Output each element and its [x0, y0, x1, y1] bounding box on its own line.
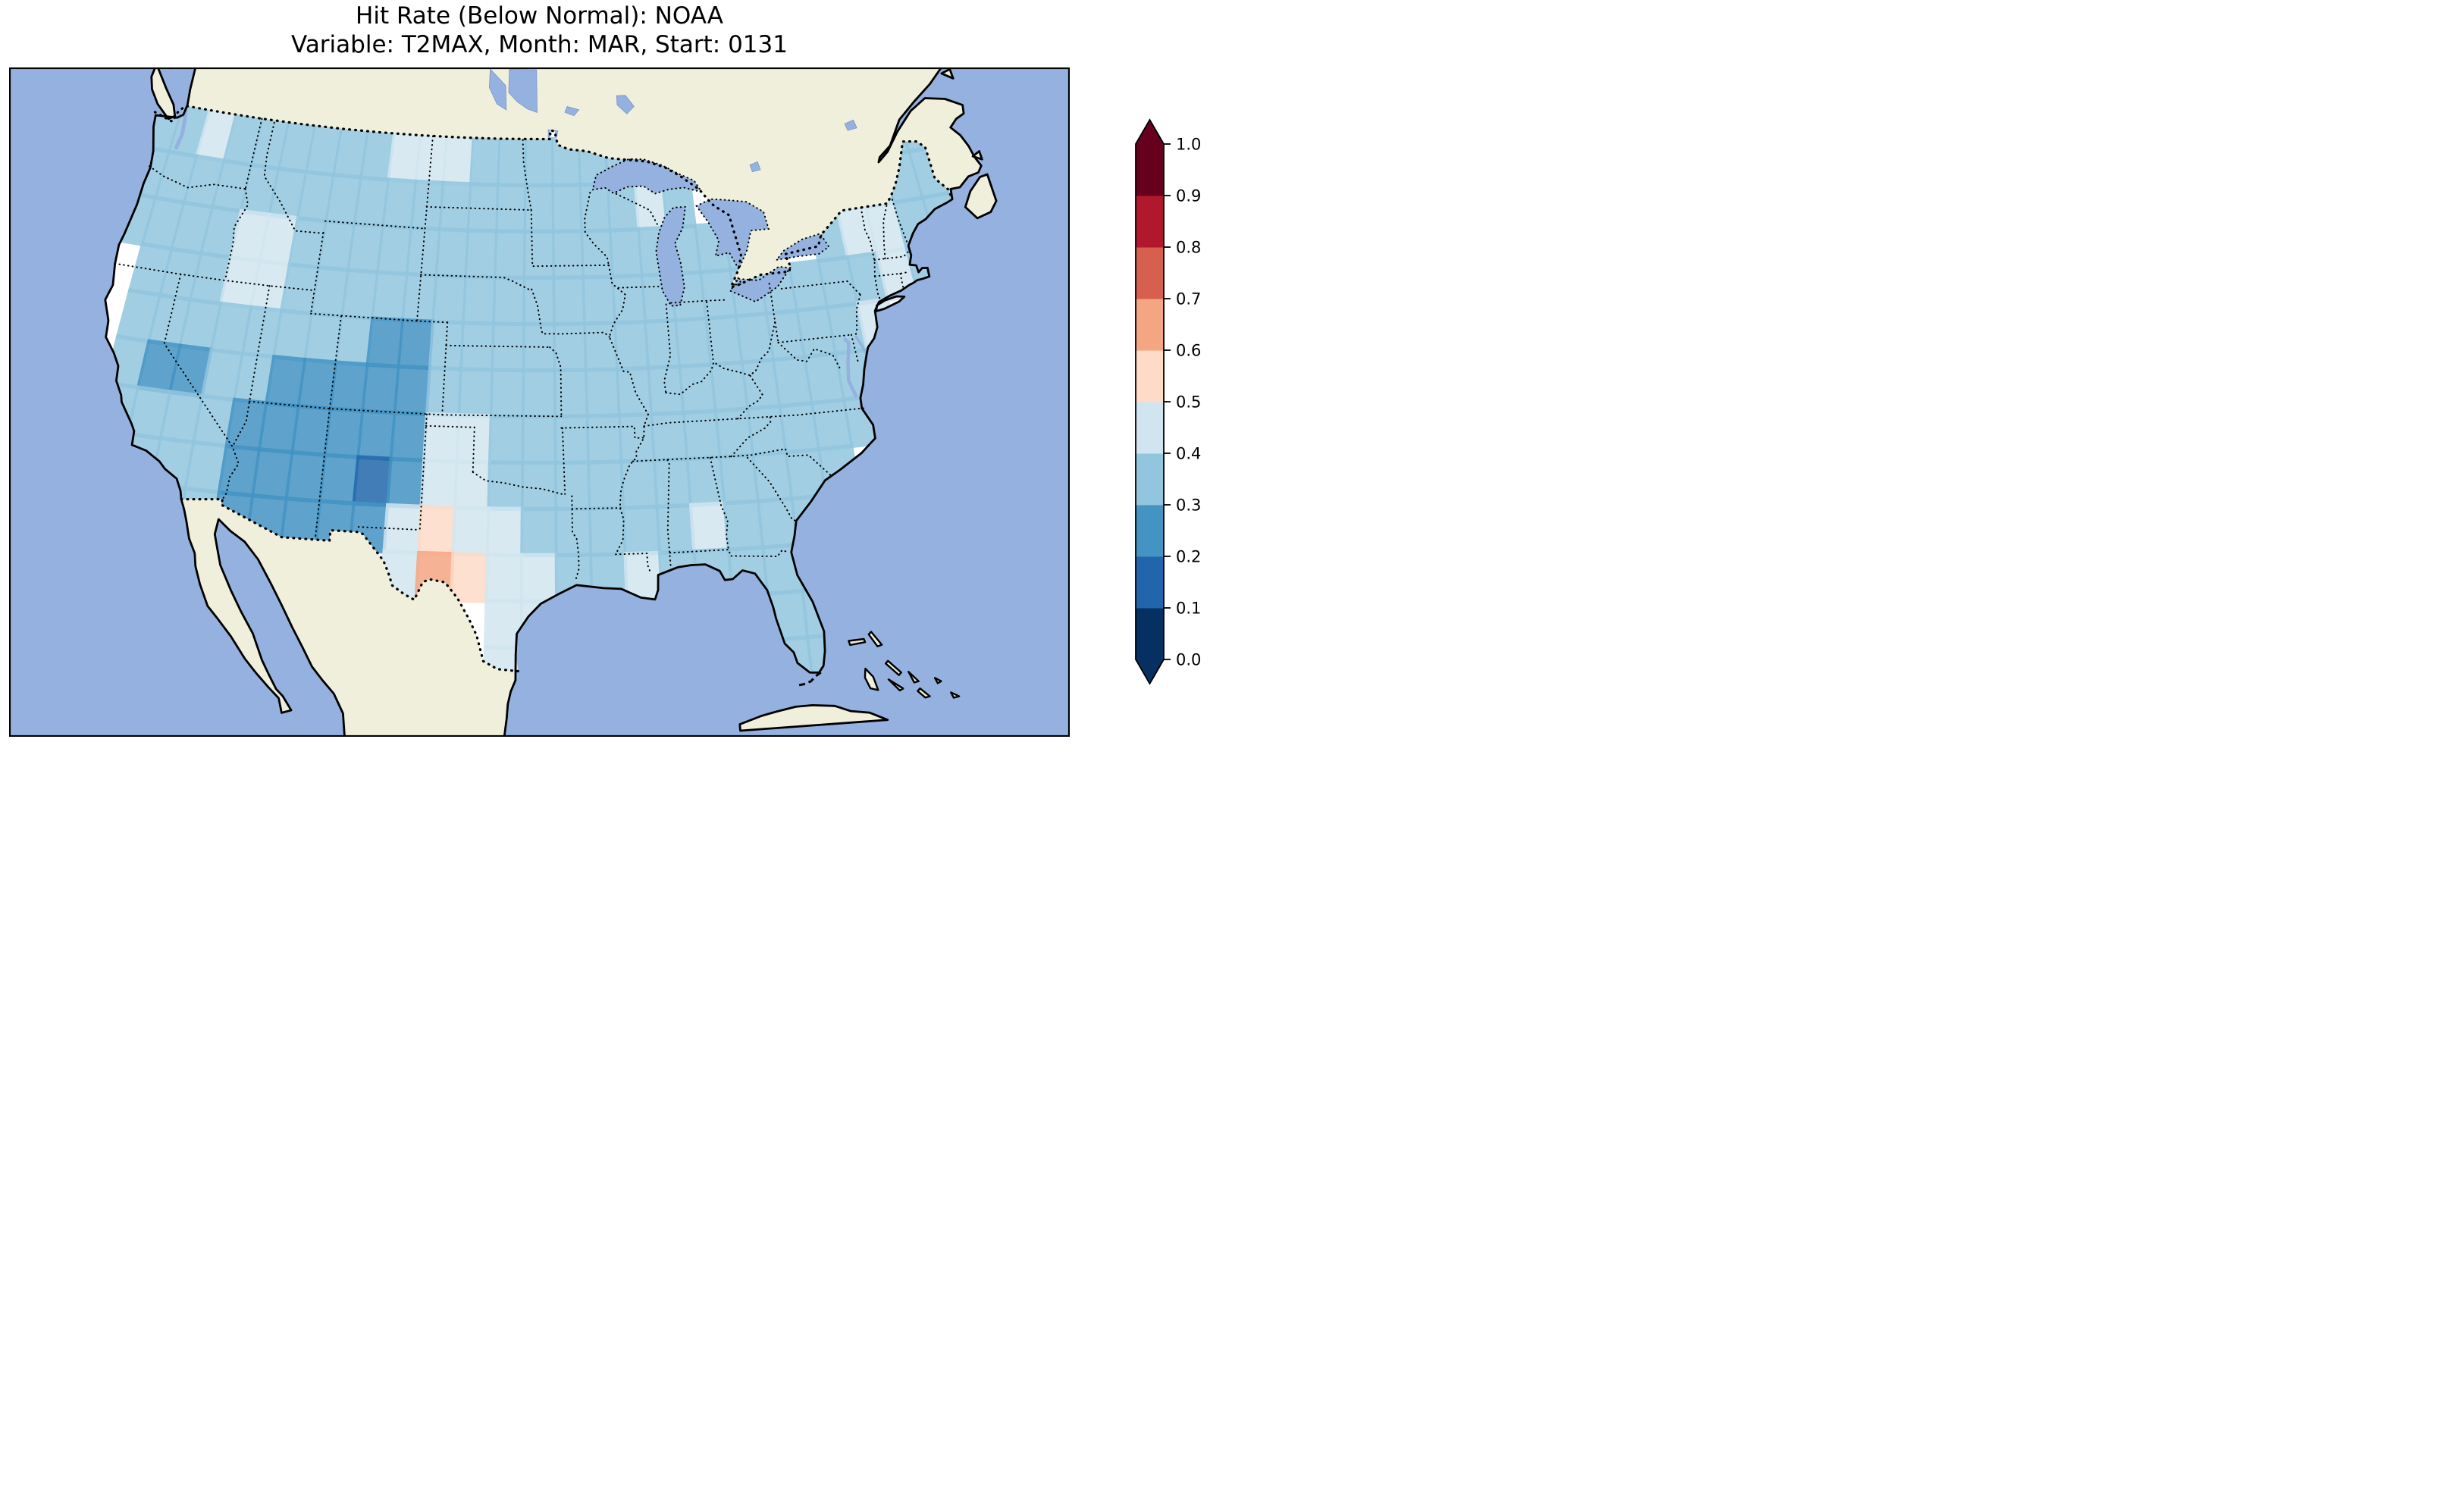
chart-title: Hit Rate (Below Normal): NOAA Variable: … [9, 2, 1070, 59]
colorbar: 0.0 0.1 0.2 0.3 0.4 0.5 0.6 0.7 0.8 0.9 1.0 [1135, 118, 1201, 685]
colorbar-segment [1136, 144, 1164, 196]
colorbar-tick-label: 0.1 [1176, 600, 1201, 618]
colorbar-tick-label: 0.2 [1176, 548, 1201, 566]
colorbar-segment [1136, 505, 1164, 557]
colorbar-segment [1136, 350, 1164, 402]
colorbar-segment [1136, 608, 1164, 660]
country-borders [153, 105, 954, 673]
colorbar-tick-label: 0.6 [1176, 342, 1201, 360]
colorbar-tick-label: 0.3 [1176, 496, 1201, 515]
colorbar-segment [1136, 453, 1164, 506]
colorbar-tick-label: 0.5 [1176, 393, 1201, 412]
colorbar-extend-max-arrow [1136, 120, 1164, 144]
colorbar-segment [1136, 402, 1164, 454]
colorbar-segment [1136, 247, 1164, 299]
us-hit-rate-map [9, 67, 1070, 737]
coastlines [104, 67, 998, 737]
map-canvas [9, 67, 1070, 737]
colorbar-tick-label: 1.0 [1176, 136, 1201, 154]
figure-canvas: Hit Rate (Below Normal): NOAA Variable: … [0, 0, 1232, 747]
colorbar-segment [1136, 196, 1164, 248]
colorbar-tick-label: 0.9 [1176, 187, 1201, 205]
colorbar-extend-min-arrow [1136, 659, 1164, 684]
chart-title-line1: Hit Rate (Below Normal): NOAA [356, 2, 723, 30]
colorbar-tick-label: 0.7 [1176, 290, 1201, 309]
great-lakes [591, 158, 830, 307]
colorbar-tick-label: 0.0 [1176, 651, 1201, 669]
map-frame [9, 67, 1070, 737]
bays-and-sounds [174, 109, 869, 398]
colorbar-segment [1136, 299, 1164, 351]
chart-title-line2: Variable: T2MAX, Month: MAR, Start: 0131 [291, 31, 788, 58]
colorbar-segment [1136, 556, 1164, 609]
colorbar-tick-label: 0.8 [1176, 239, 1201, 257]
state-borders [114, 117, 910, 581]
colorbar-tick-label: 0.4 [1176, 445, 1201, 463]
